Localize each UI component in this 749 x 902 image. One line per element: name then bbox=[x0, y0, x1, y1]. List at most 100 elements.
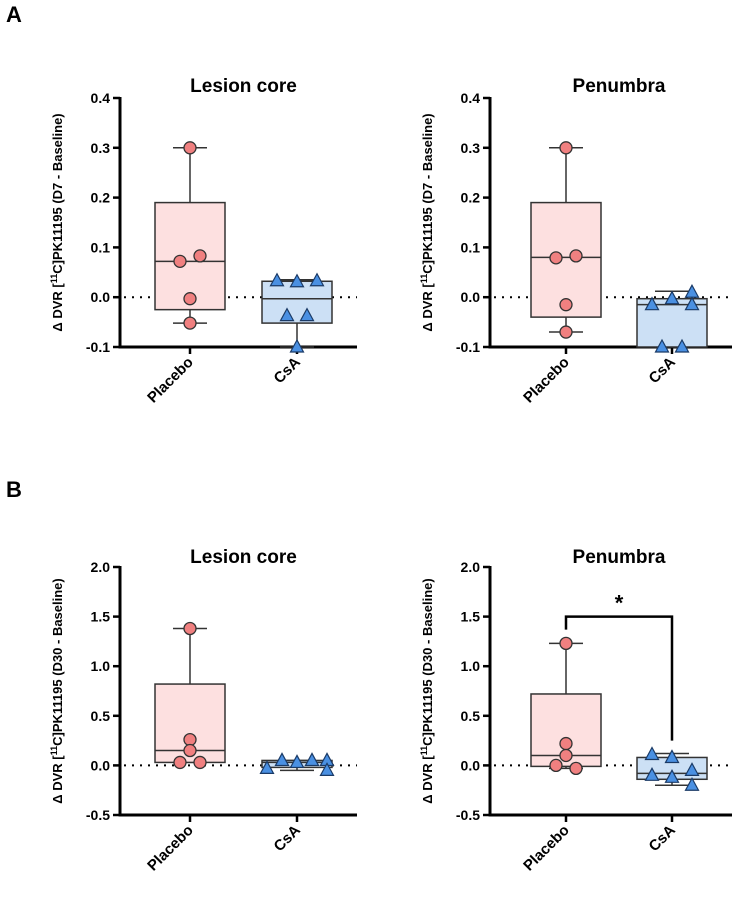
y-tick-label: -0.1 bbox=[86, 339, 110, 355]
data-point-circle bbox=[569, 761, 583, 776]
data-point-circle bbox=[173, 254, 187, 268]
y-axis-label: Δ DVR [11C]PK11195 (D30 - Baseline) bbox=[419, 578, 435, 804]
data-point-triangle bbox=[304, 752, 320, 767]
y-tick-label: 1.5 bbox=[91, 609, 111, 625]
y-axis-label: Δ DVR [11C]PK11195 (D7 - Baseline) bbox=[49, 113, 65, 331]
box-series-placebo bbox=[154, 141, 226, 330]
y-tick-label: 2.0 bbox=[91, 559, 111, 575]
data-point-circle bbox=[559, 141, 573, 155]
data-point-circle bbox=[173, 755, 187, 770]
y-axis-label-prefix: Δ DVR [ bbox=[420, 755, 435, 804]
box-series-csa bbox=[636, 746, 708, 791]
box-series-placebo bbox=[530, 636, 602, 776]
x-tick-label: Placebo bbox=[520, 354, 573, 407]
data-point-triangle bbox=[644, 296, 660, 311]
data-point-triangle bbox=[664, 769, 680, 783]
data-point-triangle bbox=[664, 749, 680, 764]
data-point-triangle bbox=[259, 760, 275, 774]
y-tick-label: 0.4 bbox=[91, 90, 111, 106]
y-tick-label: 0.2 bbox=[461, 190, 481, 206]
data-point-triangle bbox=[289, 754, 305, 769]
data-point-circle bbox=[183, 316, 197, 330]
data-point-circle bbox=[183, 141, 197, 155]
data-point-triangle bbox=[684, 296, 700, 311]
y-tick-label: 0.0 bbox=[91, 757, 111, 773]
y-tick-label: 2.0 bbox=[461, 559, 481, 575]
y-axis-label-suffix: C]PK11195 (D30 - Baseline) bbox=[420, 578, 435, 746]
y-tick-label: 0.0 bbox=[461, 289, 481, 305]
chart-panel: Penumbra Δ DVR [11C]PK11195 (D7 - Baselin… bbox=[419, 76, 732, 407]
y-tick-label: 0.2 bbox=[91, 190, 111, 206]
box-iqr bbox=[530, 693, 602, 768]
data-point-circle bbox=[559, 298, 573, 312]
y-axis-label-suffix: C]PK11195 (D7 - Baseline) bbox=[420, 113, 435, 273]
box-series-csa bbox=[636, 283, 708, 353]
data-point-circle bbox=[183, 621, 197, 636]
data-point-circle bbox=[183, 292, 197, 306]
box-series-csa bbox=[259, 752, 335, 776]
y-axis-label: Δ DVR [11C]PK11195 (D7 - Baseline) bbox=[419, 113, 435, 331]
data-point-circle bbox=[193, 755, 207, 770]
y-axis-label-suffix: C]PK11195 (D30 - Baseline) bbox=[50, 578, 65, 746]
chart-panel: Lesion core Δ DVR [11C]PK11195 (D7 - Base… bbox=[49, 76, 357, 407]
y-axis-label: Δ DVR [11C]PK11195 (D30 - Baseline) bbox=[49, 578, 65, 804]
data-point-circle bbox=[193, 249, 207, 263]
data-point-circle bbox=[559, 325, 573, 339]
box-series-placebo bbox=[154, 621, 226, 770]
chart-title: Penumbra bbox=[573, 76, 666, 97]
panel-label-a: A bbox=[6, 2, 22, 27]
y-tick-label: -0.5 bbox=[86, 807, 110, 823]
y-tick-label: 1.0 bbox=[461, 658, 481, 674]
box-iqr bbox=[154, 201, 226, 311]
data-point-circle bbox=[559, 736, 573, 751]
y-tick-label: 0.5 bbox=[461, 708, 481, 724]
data-point-triangle bbox=[289, 338, 305, 353]
data-point-circle bbox=[559, 636, 573, 651]
x-tick-label: CsA bbox=[271, 354, 304, 387]
data-point-circle bbox=[569, 249, 583, 263]
y-tick-label: 0.1 bbox=[461, 239, 481, 255]
data-point-circle bbox=[559, 748, 573, 763]
y-axis-label-superscript: 11 bbox=[419, 274, 429, 284]
data-point-circle bbox=[183, 743, 197, 758]
data-point-triangle bbox=[299, 307, 315, 322]
y-tick-label: 0.0 bbox=[461, 757, 481, 773]
data-point-circle bbox=[183, 732, 197, 747]
y-tick-label: 1.5 bbox=[461, 609, 481, 625]
data-point-triangle bbox=[319, 762, 335, 776]
data-point-triangle bbox=[309, 272, 325, 287]
data-point-triangle bbox=[644, 746, 660, 761]
data-point-triangle bbox=[684, 762, 700, 776]
y-axis-label-superscript: 11 bbox=[419, 746, 429, 756]
chart-panel: Lesion core Δ DVR [11C]PK11195 (D30 - Bas… bbox=[49, 547, 357, 875]
x-tick-label: Placebo bbox=[144, 354, 197, 407]
y-axis-label-suffix: C]PK11195 (D7 - Baseline) bbox=[50, 113, 65, 273]
data-point-triangle bbox=[654, 338, 670, 353]
data-point-circle bbox=[549, 758, 563, 773]
x-tick-label: Placebo bbox=[520, 822, 573, 875]
data-point-triangle bbox=[644, 767, 660, 781]
box-series-placebo bbox=[530, 141, 602, 339]
chart-panel: Penumbra Δ DVR [11C]PK11195 (D30 - Baseli… bbox=[419, 547, 732, 875]
y-tick-label: 0.0 bbox=[91, 289, 111, 305]
x-tick-label: CsA bbox=[646, 822, 679, 855]
y-tick-label: -0.1 bbox=[456, 339, 480, 355]
y-axis-label-superscript: 11 bbox=[49, 746, 59, 756]
y-axis-label-prefix: Δ DVR [ bbox=[50, 283, 65, 332]
panel-label-b: B bbox=[6, 477, 22, 502]
data-point-triangle bbox=[269, 272, 285, 287]
y-axis-label-prefix: Δ DVR [ bbox=[420, 283, 435, 332]
y-tick-label: 0.1 bbox=[91, 239, 111, 255]
y-tick-label: 1.0 bbox=[91, 658, 111, 674]
chart-title: Lesion core bbox=[190, 76, 297, 97]
y-tick-label: 0.3 bbox=[91, 140, 111, 156]
x-tick-label: Placebo bbox=[144, 822, 197, 875]
x-tick-label: CsA bbox=[271, 822, 304, 855]
y-tick-label: 0.3 bbox=[461, 140, 481, 156]
y-axis-label-prefix: Δ DVR [ bbox=[50, 755, 65, 804]
box-iqr bbox=[261, 280, 333, 324]
data-point-triangle bbox=[664, 290, 680, 305]
data-point-triangle bbox=[289, 273, 305, 288]
data-point-triangle bbox=[279, 307, 295, 322]
